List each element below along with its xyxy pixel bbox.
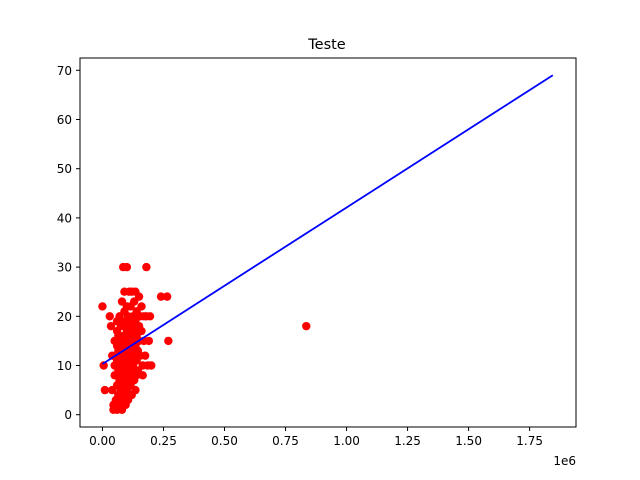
data-point	[302, 321, 311, 331]
y-tick-label: 60	[57, 113, 72, 127]
x-tick-label: 1.75	[516, 434, 543, 448]
data-point	[147, 361, 156, 370]
data-point	[134, 292, 144, 301]
chart-title: Teste	[307, 37, 346, 53]
x-tick-label: 0.50	[211, 434, 238, 448]
plot-marks	[98, 74, 554, 414]
data-point	[131, 385, 140, 395]
x-tick-label: 0.75	[272, 434, 299, 448]
data-point	[137, 326, 146, 336]
y-tick-label: 30	[57, 261, 72, 275]
data-point	[144, 336, 154, 346]
x-tick-label: 0.00	[89, 434, 116, 448]
y-tick-label: 70	[57, 64, 72, 78]
y-tick-label: 10	[57, 359, 72, 373]
data-point	[100, 385, 110, 395]
y-axis: 0 10 20 30 40 50 60 70	[57, 64, 80, 422]
data-point	[145, 312, 155, 321]
data-point	[142, 262, 151, 272]
x-axis-offset-label: 1e6	[553, 454, 576, 468]
data-point	[162, 292, 172, 301]
data-point	[99, 361, 108, 370]
x-axis: 0.00 0.25 0.50 0.75 1.00 1.25 1.50 1.75	[89, 427, 543, 448]
data-point	[122, 262, 132, 272]
x-tick-label: 0.25	[150, 434, 177, 448]
data-point	[98, 302, 107, 311]
y-tick-label: 20	[57, 310, 72, 324]
data-point	[106, 321, 116, 331]
data-point	[137, 302, 146, 311]
y-tick-label: 50	[57, 162, 72, 176]
x-tick-label: 1.00	[333, 434, 360, 448]
y-tick-label: 0	[64, 408, 72, 422]
data-point	[105, 312, 114, 321]
x-tick-label: 1.50	[455, 434, 482, 448]
y-tick-label: 40	[57, 211, 72, 225]
data-point	[156, 292, 166, 301]
x-tick-label: 1.25	[394, 434, 421, 448]
data-point	[140, 351, 150, 360]
axes-frame	[79, 57, 577, 428]
regression-line	[101, 74, 554, 365]
data-point	[138, 371, 147, 380]
data-point	[164, 336, 173, 346]
